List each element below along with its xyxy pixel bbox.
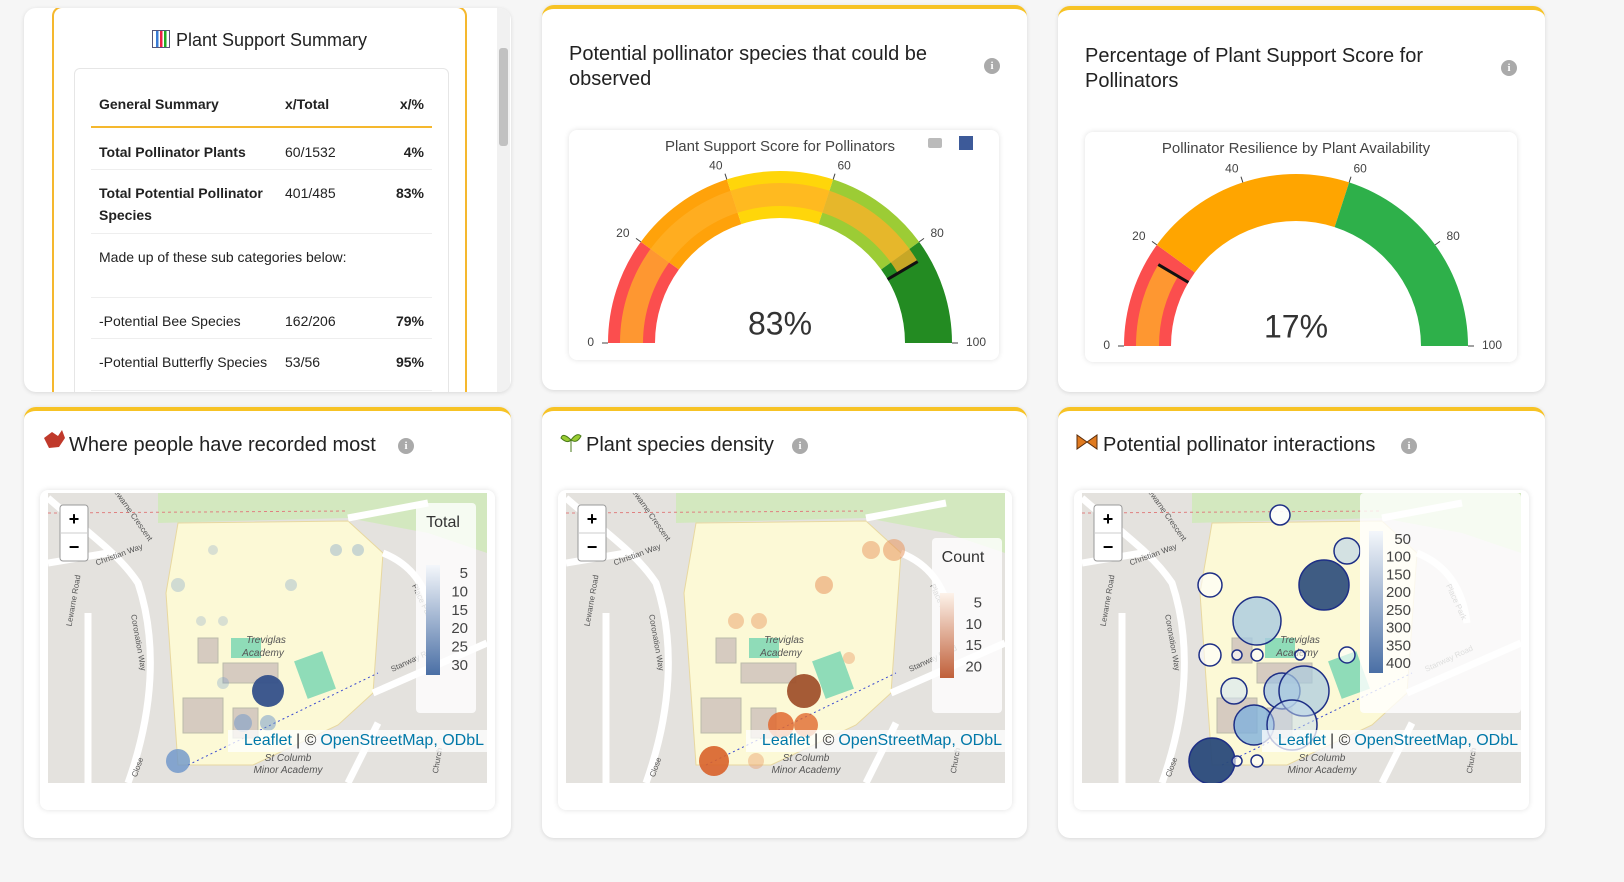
table-cell: -Potential Butterfly Species — [91, 338, 277, 391]
map-card: Potential pollinator interactions i — [1058, 407, 1545, 838]
column-header: x/% — [370, 81, 432, 128]
card-title: Potential pollinator interactions — [1103, 434, 1376, 456]
scrollbar[interactable] — [497, 8, 510, 392]
plot-area — [1085, 132, 1517, 362]
table-row: Total Potential Pollinator Species 401/48… — [91, 169, 432, 234]
column-header: General Summary — [91, 81, 277, 128]
table-cell: Total Potential Pollinator Species — [91, 169, 277, 234]
table-row: Made up of these sub categories below: — [91, 233, 432, 298]
table-row: -Potential Butterfly Species 53/56 95% — [91, 338, 432, 391]
map-card: Where people have recorded most i — [24, 407, 511, 838]
plot-area — [569, 130, 999, 360]
gauge-card: Percentage of Plant Support Score for Po… — [1058, 6, 1545, 392]
gauge-card: Potential pollinator species that could … — [542, 5, 1027, 390]
info-icon[interactable]: i — [398, 438, 414, 454]
table-cell: 162/206 — [277, 297, 371, 339]
map-frame — [1074, 490, 1529, 810]
info-icon[interactable]: i — [792, 438, 808, 454]
map-frame — [40, 490, 495, 810]
info-icon[interactable]: i — [1501, 60, 1517, 76]
summary-table: General Summary x/Total x/% Total Pollinato… — [91, 81, 432, 391]
table-cell: 4% — [370, 127, 432, 170]
table-cell: -Potential Bee Species — [91, 297, 277, 339]
summary-card: Plant Support Summary General Summary x/T… — [24, 8, 511, 392]
table-row: -Potential Bee Species 162/206 79% — [91, 297, 432, 339]
table-frame: General Summary x/Total x/% Total Pollinato… — [74, 68, 449, 392]
scroll-thumb[interactable] — [499, 48, 508, 146]
column-header: x/Total — [277, 81, 371, 128]
header-row: General Summary x/Total x/% — [91, 81, 432, 128]
card-title: Percentage of Plant Support Score for Po… — [1085, 45, 1423, 92]
table-cell: 79% — [370, 297, 432, 339]
map-frame — [558, 490, 1012, 810]
table-row: Total Pollinator Plants 60/1532 4% — [91, 127, 432, 170]
table-cell: 95% — [370, 338, 432, 391]
card-title: Potential pollinator species that could … — [569, 43, 928, 90]
summary-title: Plant Support Summary — [175, 30, 368, 50]
table-cell: 53/56 — [277, 338, 371, 391]
map-card: Plant species density i — [542, 407, 1027, 838]
table-cell: 401/485 — [277, 169, 371, 234]
table-cell: 60/1532 — [277, 127, 371, 170]
summary-panel: Plant Support Summary General Summary x/T… — [52, 8, 467, 392]
summary-title-row: Plant Support Summary — [54, 30, 465, 51]
info-icon[interactable]: i — [1401, 438, 1417, 454]
card-title: Where people have recorded most — [69, 434, 376, 456]
table-cell: 83% — [370, 169, 432, 234]
table-cell: Total Pollinator Plants — [91, 127, 277, 170]
table-cell: Made up of these sub categories below: — [91, 233, 432, 298]
chart-icon — [151, 30, 170, 48]
info-icon[interactable]: i — [984, 58, 1000, 74]
card-title: Plant species density — [586, 434, 774, 456]
